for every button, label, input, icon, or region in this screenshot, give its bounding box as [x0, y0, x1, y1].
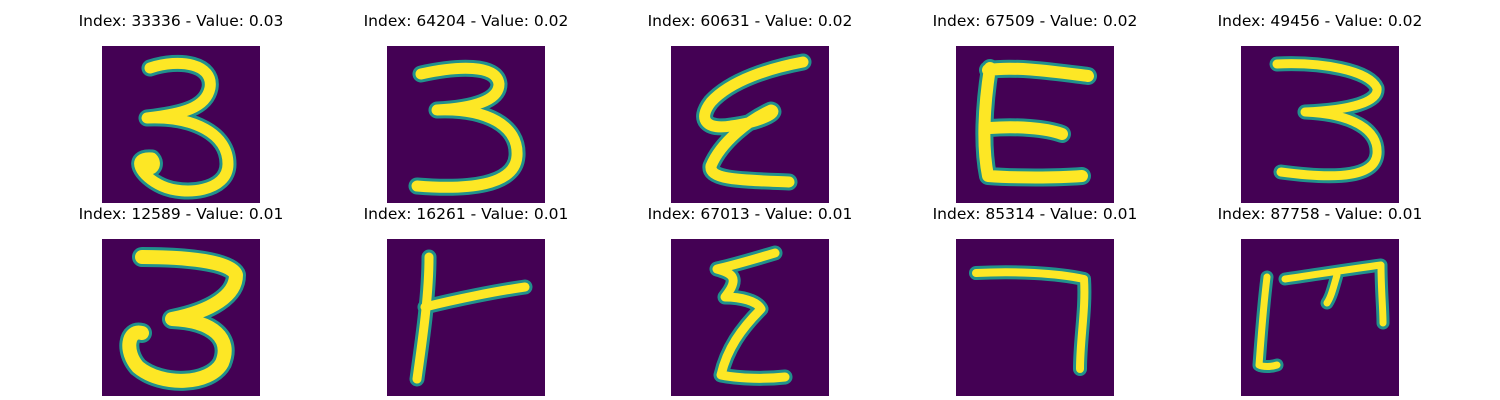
panel-image — [102, 46, 260, 203]
digit-3-glyph — [387, 46, 545, 203]
panel-image — [956, 239, 1114, 396]
letter-m-glyph — [1241, 239, 1399, 396]
panel-image — [956, 46, 1114, 203]
panel-title: Index: 16261 - Value: 0.01 — [346, 205, 586, 223]
digit-3-glyph — [102, 239, 260, 396]
epsilon-stroke-glyph — [671, 46, 829, 203]
panel-image — [671, 46, 829, 203]
panel-title: Index: 12589 - Value: 0.01 — [61, 205, 301, 223]
panel-image — [387, 239, 545, 396]
panel-image — [387, 46, 545, 203]
panel-title: Index: 49456 - Value: 0.02 — [1200, 12, 1440, 30]
panel-title: Index: 60631 - Value: 0.02 — [630, 12, 870, 30]
panel-title: Index: 67013 - Value: 0.01 — [630, 205, 870, 223]
panel-image — [1241, 239, 1399, 396]
panel-title: Index: 67509 - Value: 0.02 — [915, 12, 1155, 30]
digit-3-glyph — [1241, 46, 1399, 203]
panel-image — [671, 239, 829, 396]
digit-7-glyph — [956, 239, 1114, 396]
digit-3-glyph — [102, 46, 260, 203]
panel-title: Index: 33336 - Value: 0.03 — [61, 12, 301, 30]
panel-image — [1241, 46, 1399, 203]
t-shape-stroke-glyph — [387, 239, 545, 396]
zigzag-stroke-glyph — [671, 239, 829, 396]
panel-title: Index: 87758 - Value: 0.01 — [1200, 205, 1440, 223]
panel-title: Index: 85314 - Value: 0.01 — [915, 205, 1155, 223]
panel-image — [102, 239, 260, 396]
panel-title: Index: 64204 - Value: 0.02 — [346, 12, 586, 30]
letter-e-glyph — [956, 46, 1114, 203]
